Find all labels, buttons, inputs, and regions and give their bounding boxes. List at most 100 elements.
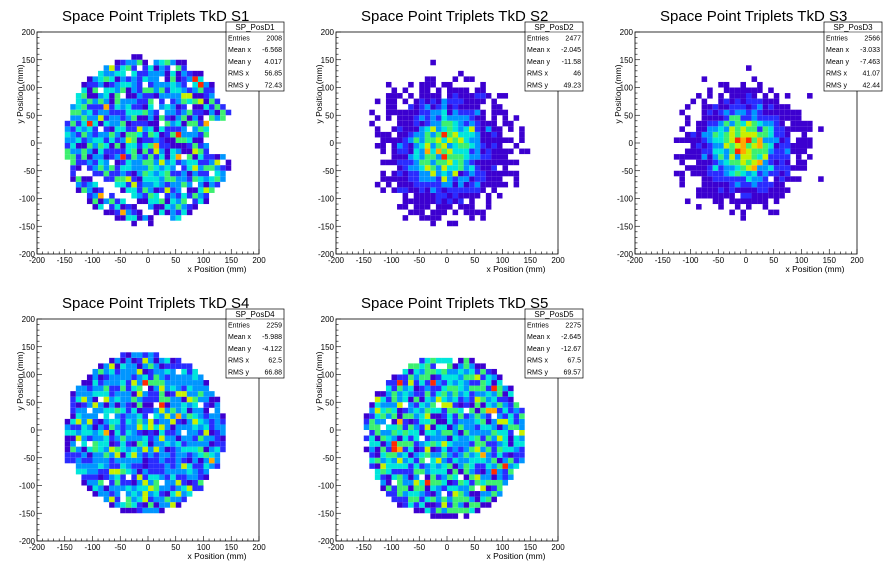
histogram-bin: [131, 81, 137, 88]
histogram-bin: [114, 98, 121, 105]
histogram-bin: [474, 209, 481, 216]
histogram-bin: [718, 115, 724, 121]
histogram-bin: [734, 165, 741, 171]
stats-label: RMS y: [527, 370, 549, 377]
histogram-bin: [170, 176, 176, 182]
histogram-bin: [684, 131, 691, 138]
histogram-bin: [402, 154, 409, 160]
histogram-bin: [98, 143, 104, 149]
histogram-bin: [192, 131, 198, 138]
histogram-bin: [181, 104, 187, 110]
histogram-bin: [723, 115, 730, 121]
histogram-bin: [480, 181, 486, 188]
histogram-bin: [430, 148, 436, 155]
histogram-bin: [70, 126, 76, 132]
histogram-bin: [458, 109, 464, 116]
histogram-bin: [86, 435, 93, 442]
histogram-bin: [175, 496, 182, 503]
histogram-bin: [186, 441, 193, 447]
histogram-bin: [723, 120, 730, 127]
histogram-bin: [452, 126, 459, 132]
histogram-bin: [485, 485, 492, 492]
histogram-bin: [701, 143, 708, 149]
histogram-bin: [502, 430, 509, 436]
histogram-bin: [707, 137, 713, 143]
histogram-bin: [385, 131, 392, 138]
histogram-bin: [391, 496, 398, 503]
histogram-bin: [463, 357, 470, 364]
histogram-bin: [696, 159, 702, 166]
histogram-bin: [153, 115, 160, 121]
chart-title: Space Point Triplets TkD S1: [62, 8, 249, 25]
histogram-bin: [209, 165, 215, 171]
histogram-bin: [435, 131, 442, 138]
histogram-panel-s3: Space Point Triplets TkD S3 -200 -150 -100-…: [598, 0, 896, 287]
histogram-bin: [424, 407, 431, 414]
histogram-bin: [148, 176, 154, 182]
histogram-bin: [757, 187, 763, 193]
histogram-bin: [148, 154, 154, 160]
histogram-bin: [153, 368, 160, 375]
histogram-bin: [447, 435, 453, 442]
histogram-bin: [125, 507, 132, 514]
histogram-bin: [209, 424, 215, 430]
histogram-bin: [120, 104, 126, 110]
histogram-bin: [164, 209, 171, 216]
histogram-bin: [435, 198, 442, 205]
histogram-bin: [729, 98, 735, 105]
histogram-bin: [225, 159, 232, 166]
histogram-bin: [718, 137, 724, 143]
histogram-bin: [519, 435, 525, 442]
histogram-bin: [142, 457, 148, 464]
histogram-bin: [723, 176, 730, 182]
histogram-bin: [131, 143, 137, 149]
histogram-bin: [159, 131, 165, 138]
histogram-bin: [435, 176, 442, 182]
histogram-bin: [424, 126, 431, 132]
histogram-bin: [757, 192, 763, 199]
histogram-bin: [419, 441, 425, 447]
histogram-bin: [458, 463, 464, 469]
histogram-bin: [469, 374, 475, 381]
histogram-bin: [203, 385, 210, 392]
y-tick-label: 0: [330, 426, 335, 435]
histogram-bin: [170, 368, 176, 375]
stats-value: 49.23: [563, 83, 581, 90]
histogram-bin: [413, 380, 420, 386]
histogram-bin: [447, 87, 453, 94]
histogram-bin: [485, 502, 492, 508]
histogram-bin: [374, 418, 381, 425]
histogram-bin: [203, 131, 210, 138]
histogram-bin: [170, 154, 176, 160]
histogram-bin: [502, 109, 509, 116]
histogram-bin: [469, 187, 475, 193]
histogram-bin: [424, 170, 431, 177]
histogram-bin: [192, 380, 198, 386]
histogram-bin: [391, 391, 398, 397]
histogram-bin: [142, 352, 148, 358]
histogram-bin: [452, 418, 459, 425]
stats-value: -2.045: [561, 47, 581, 54]
histogram-bin: [491, 446, 497, 453]
histogram-bin: [148, 363, 154, 369]
histogram-bin: [807, 137, 813, 143]
histogram-bin: [773, 115, 780, 121]
histogram-bin: [469, 446, 475, 453]
histogram-bin: [768, 209, 774, 216]
histogram-bin: [424, 181, 431, 188]
histogram-bin: [734, 154, 741, 160]
histogram-bin: [463, 413, 470, 419]
histogram-bin: [170, 374, 176, 381]
histogram-bin: [192, 407, 198, 414]
histogram-bin: [508, 170, 514, 177]
histogram-bin: [701, 165, 708, 171]
histogram-bin: [120, 176, 126, 182]
histogram-bin: [159, 430, 165, 436]
histogram-bin: [447, 441, 453, 447]
histogram-bin: [419, 418, 425, 425]
histogram-bin: [673, 137, 680, 143]
y-tick-label: -50: [23, 454, 35, 463]
histogram-bin: [469, 192, 475, 199]
histogram-bin: [807, 143, 813, 149]
histogram-bin: [214, 115, 221, 121]
